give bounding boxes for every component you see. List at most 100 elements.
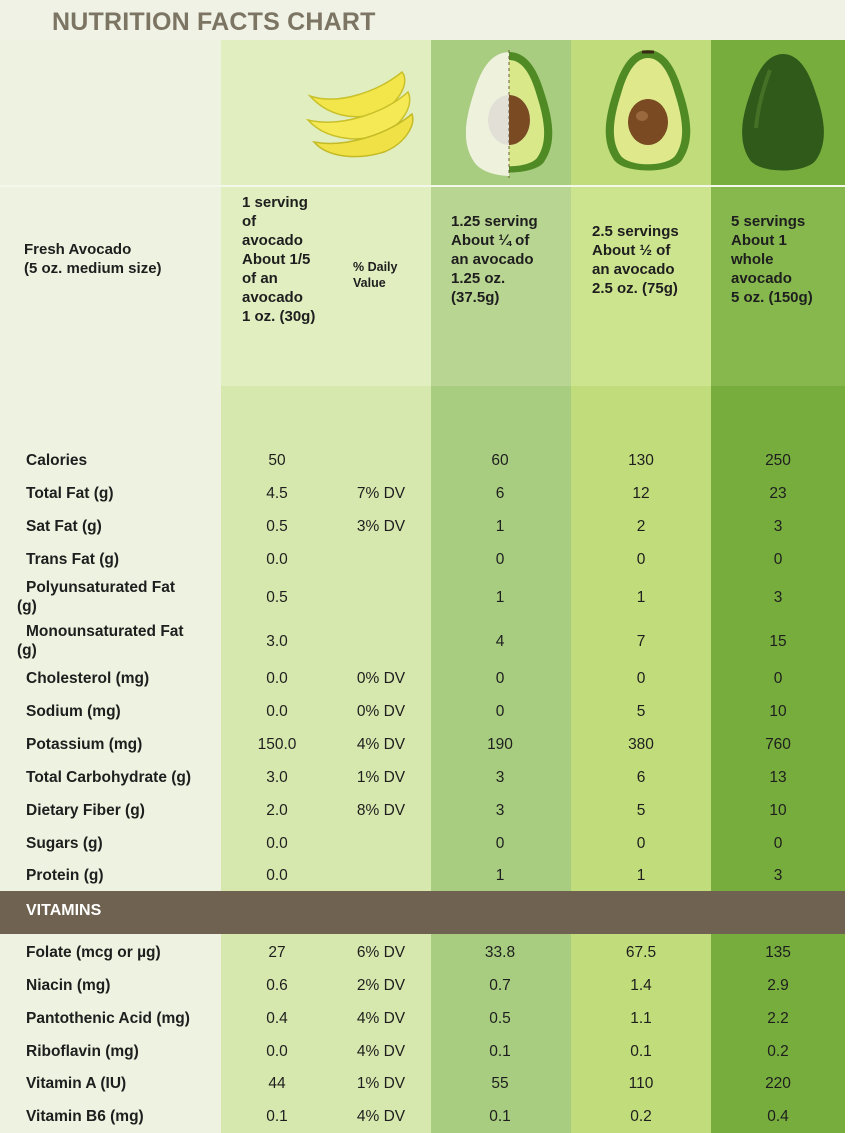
nutrient-row-value-col-4: 12 [632,485,650,502]
nutrient-row-value-col-1: 150.0 [257,736,297,753]
nutrient-row-label: Dietary Fiber (g) [26,802,145,819]
nutrient-row-label: Monounsaturated Fat (g) [17,623,184,659]
nutrient-row-label: Polyunsaturated Fat (g) [17,579,175,615]
vitamin-row-value-col-5: 2.9 [767,977,789,994]
nutrient-row-value-col-1: 0.5 [266,518,288,535]
nutrient-row-label: Protein (g) [26,867,104,884]
avocado-whole-icon [742,54,824,171]
vitamin-row-value-col-5: 2.2 [767,1010,789,1027]
serving-3-header-bg [571,186,711,386]
nutrient-row-value-col-2: 0% DV [356,670,406,687]
vitamin-row-value-col-5: 0.4 [767,1108,789,1125]
nutrient-row-label: Sat Fat (g) [26,518,102,535]
nutrient-row-label: Potassium (mg) [26,736,143,753]
vitamin-row-value-col-1: 0.0 [266,1043,288,1060]
vitamin-row-value-col-3: 0.7 [489,977,511,994]
nutrient-row-value-col-4: 0 [636,670,646,687]
nutrient-row-value-col-4: 7 [636,633,646,650]
title-band [0,0,845,40]
nutrient-row-value-col-1: 0.5 [266,589,288,606]
nutrient-row-value-col-1: 2.0 [266,802,288,819]
nutrient-row-value-col-4: 5 [636,703,646,720]
column-header-daily-value: % Daily Value [353,260,398,290]
nutrient-row-value-col-3: 0 [495,551,505,568]
nutrient-row-value-col-3: 1 [495,867,505,884]
nutrient-row-value-col-5: 3 [773,867,783,884]
vitamins-col1-bg [221,934,431,1133]
nutrient-row-value-col-3: 1 [495,589,505,606]
nutrient-row-value-col-4: 1 [636,589,646,606]
vitamins-label-bg [0,934,221,1133]
nutrient-row-value-col-4: 5 [636,802,646,819]
vitamin-row-value-col-2: 4% DV [356,1043,406,1060]
nutrient-row-value-col-4: 2 [636,518,646,535]
vitamin-row-label: Riboflavin (mg) [26,1043,139,1060]
vitamin-row-label: Niacin (mg) [26,977,111,994]
nutrient-row-label: Calories [26,452,88,469]
chart-title: NUTRITION FACTS CHART [52,8,376,36]
nutrient-row-value-col-3: 60 [491,452,509,469]
row-header-label: Fresh Avocado (5 oz. medium size) [24,241,162,277]
nutrient-row-value-col-5: 0 [773,551,783,568]
vitamins-col2-bg [431,934,571,1133]
vitamins-section-bar [0,891,845,934]
nutrient-row-value-col-4: 0 [636,835,646,852]
vitamin-row-value-col-2: 2% DV [356,977,406,994]
nutrient-row-value-col-1: 0.0 [266,703,288,720]
vitamin-row-value-col-2: 6% DV [356,944,406,961]
avocado-slices-icon [305,70,414,158]
serving-3-column-bg [571,40,711,891]
serving-4-column-bg [711,40,845,891]
vitamin-row-label: Vitamin B6 (mg) [26,1108,144,1125]
nutrient-row-value-col-4: 1 [636,867,646,884]
vitamin-row-value-col-4: 0.1 [630,1043,652,1060]
nutrient-row-label: Cholesterol (mg) [26,670,150,687]
nutrient-row-value-col-2: 4% DV [356,736,406,753]
vitamin-row-value-col-4: 67.5 [625,944,657,961]
vitamin-row-value-col-4: 1.1 [630,1010,652,1027]
nutrient-row-value-col-4: 380 [628,736,654,753]
vitamin-row-value-col-1: 0.4 [266,1010,288,1027]
nutrient-row-value-col-5: 13 [769,769,787,786]
nutrient-row-value-col-5: 760 [765,736,791,753]
vitamin-row-value-col-4: 1.4 [630,977,652,994]
vitamins-section-label: VITAMINS [26,902,102,919]
avocado-quarter-cut-icon [465,50,553,178]
nutrient-row-value-col-3: 1 [495,518,505,535]
column-header-serving-1: 1 serving of avocado About 1/5 of an avo… [242,194,316,325]
nutrient-row-value-col-1: 0.0 [266,670,288,687]
vitamin-row-value-col-5: 0.2 [767,1043,789,1060]
vitamin-row-label: Folate (mcg or µg) [26,944,161,961]
nutrient-row-label: Total Fat (g) [26,485,114,502]
nutrient-row-label: Sugars (g) [26,835,103,852]
vitamins-col3-bg [571,934,711,1133]
label-column-bg [0,40,221,891]
avocado-half-icon [605,50,691,171]
nutrient-row-label: Total Carbohydrate (g) [26,769,192,786]
nutrient-row-value-col-5: 0 [773,835,783,852]
nutrient-row-value-col-1: 50 [268,452,286,469]
nutrient-row-label: Trans Fat (g) [26,551,120,568]
vitamin-row-value-col-3: 33.8 [484,944,516,961]
nutrient-row-value-col-3: 4 [495,633,505,650]
nutrient-row-value-col-1: 3.0 [266,769,288,786]
nutrient-row-value-col-4: 6 [636,769,646,786]
nutrient-row-value-col-5: 3 [773,589,783,606]
vitamin-row-value-col-3: 0.1 [489,1108,511,1125]
nutrient-row-value-col-5: 10 [769,802,787,819]
vitamins-col4-bg [711,934,845,1133]
nutrient-row-value-col-1: 3.0 [266,633,288,650]
vitamin-row-value-col-2: 1% DV [356,1075,406,1092]
nutrient-row-value-col-5: 250 [765,452,791,469]
vitamin-row-value-col-1: 0.1 [266,1108,288,1125]
nutrient-row-value-col-4: 130 [628,452,654,469]
nutrient-row-value-col-1: 0.0 [266,835,288,852]
nutrient-row-value-col-1: 4.5 [266,485,288,502]
vitamin-row-value-col-3: 55 [491,1075,509,1092]
serving-2-header-bg [431,186,571,386]
vitamin-row-value-col-5: 220 [765,1075,791,1092]
nutrient-row-value-col-3: 0 [495,835,505,852]
column-header-serving-2: 1.25 serving About ¼ of an avocado 1.25 … [451,213,538,306]
nutrient-row-value-col-2: 0% DV [356,703,406,720]
